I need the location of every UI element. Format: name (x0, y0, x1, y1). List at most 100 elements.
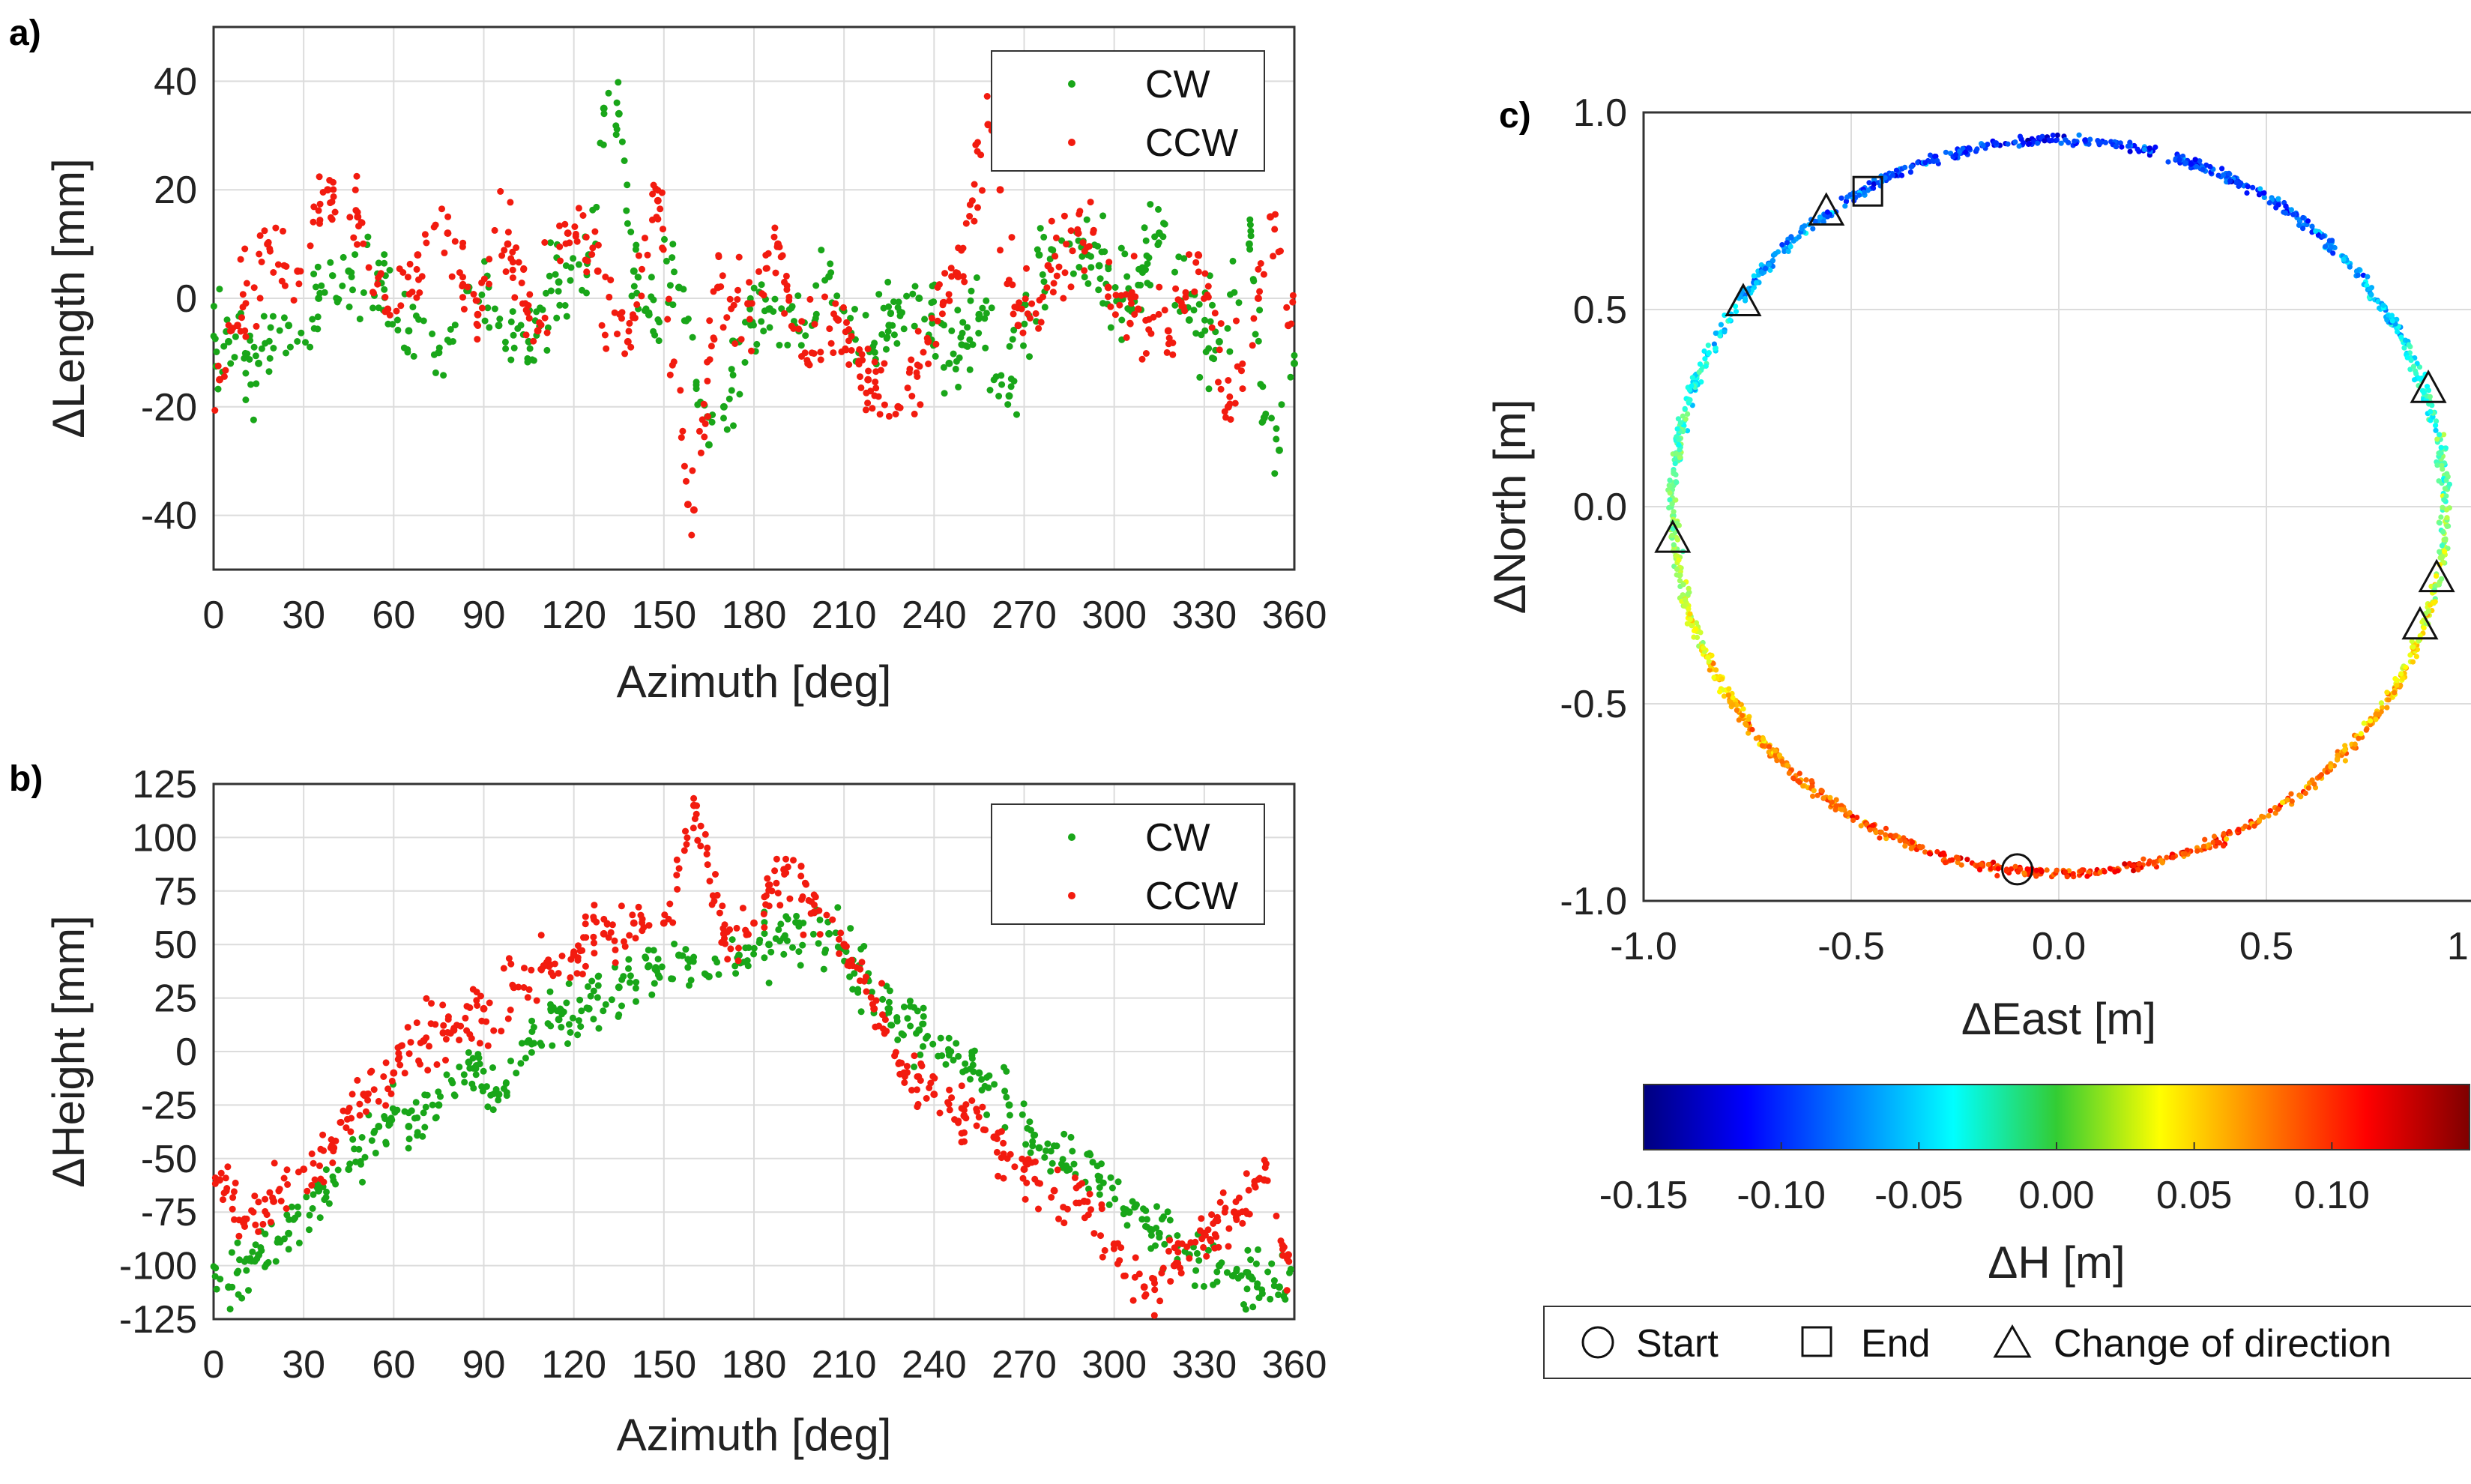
panel-a-ccw-point (817, 356, 824, 364)
panel-b-ccw-point (1222, 1204, 1229, 1212)
panel-b-ccw-point (320, 1147, 328, 1154)
panel-c-point (2005, 141, 2011, 147)
panel-a-ccw-point (1076, 208, 1084, 215)
end-marker (1852, 175, 1883, 207)
panel-b-cw-point (361, 1153, 369, 1161)
panel-c-yticks: 1.00.50.0-0.5-1.0 (1560, 91, 1627, 923)
panel-b-ccw-point (259, 1220, 267, 1228)
panel-a-xtick-label: 0 (203, 594, 225, 637)
panel-a-ccw-point (474, 310, 482, 319)
panel-a-ccw-point (774, 240, 782, 248)
panel-c-point (1934, 157, 1940, 164)
panel-c-point (1882, 175, 1888, 181)
panel-c-point (2282, 210, 2289, 216)
panel-b-ccw-point (1198, 1215, 1205, 1222)
panel-b-cw-point (487, 1091, 495, 1099)
panel-a-ccw-point (924, 337, 932, 346)
panel-a-cw-point (1192, 330, 1200, 337)
panel-a-cw-point (1201, 316, 1208, 324)
panel-a-cw-point (847, 315, 854, 322)
panel-b-cw-point (262, 1263, 268, 1270)
panel-b-cw-point (1098, 1160, 1105, 1168)
panel-a-ccw-point (1067, 283, 1075, 291)
panel-a-cw-point (283, 349, 289, 357)
panel-c-point (2260, 814, 2266, 820)
panel-a-ccw-point (316, 217, 324, 224)
panel-c-point (1871, 181, 1877, 187)
panel-b-ccw-point (354, 1076, 361, 1084)
panel-a-cw-point (225, 337, 232, 346)
panel-a-ccw-point (1107, 303, 1114, 310)
panel-b-cw-point (923, 1034, 929, 1042)
panel-a-ccw-point (1010, 310, 1017, 318)
panel-c-point (1701, 348, 1707, 355)
panel-c-point (1887, 833, 1893, 839)
panel-c-point (2360, 272, 2366, 278)
panel-a-ytick-label: 40 (154, 60, 197, 103)
panel-b-cw-point (1085, 1185, 1092, 1192)
panel-a-ccw-point (1255, 265, 1262, 273)
panel-a-ccw-point (1234, 363, 1241, 370)
panel-b-ccw-point (1208, 1211, 1216, 1219)
panel-b-ccw-point (771, 867, 779, 875)
panel-c-ytick-label: 1.0 (1573, 91, 1627, 135)
panel-a-cw-point (1161, 220, 1168, 228)
panel-b-cw-point (978, 1076, 986, 1083)
panel-b-cw-point (793, 912, 800, 920)
panel-c-point (1811, 788, 1817, 794)
panel-b-ccw-point (450, 1026, 458, 1034)
panel-c-point (2412, 377, 2418, 383)
panel-a-ccw-point (583, 268, 591, 276)
panel-a-ccw-point (881, 360, 888, 367)
panel-a-cw-point (435, 349, 443, 357)
panel-a-cw-point (1105, 265, 1112, 273)
panel-c-point (1952, 151, 1959, 158)
panel-b-ccw-point (898, 1059, 905, 1067)
panel-b-ccw-point (229, 1194, 237, 1201)
panel-a-ccw-point (817, 349, 824, 356)
panel-c-point (2113, 143, 2119, 149)
panel-c-point (1722, 313, 1728, 319)
panel-c-point (1674, 434, 1680, 440)
panel-a-cw-point (386, 267, 393, 274)
panel-c-point (1883, 832, 1889, 838)
panel-a-cw-point (875, 291, 883, 298)
panel-a-ccw-point (1081, 267, 1088, 274)
panel-c-ytick-label: -1.0 (1560, 880, 1627, 923)
panel-b-cw-point (565, 1021, 573, 1028)
panel-a-cw-point (1111, 284, 1119, 291)
panel-a-ccw-point (845, 337, 852, 345)
panel-b-cw-point (435, 1101, 443, 1109)
panel-b-ccw-point (706, 878, 713, 885)
panel-a-cw-point (955, 383, 962, 390)
panel-c-point (2398, 334, 2404, 340)
panel-b-ccw-point (1117, 1244, 1125, 1252)
panel-c-point (2279, 800, 2286, 806)
panel-a-ccw-point (876, 411, 884, 418)
panel-b-cw-point (1044, 1140, 1052, 1147)
panel-c-ylabel: ΔNorth [m] (1485, 399, 1535, 615)
panel-b-ccw-point (484, 1042, 492, 1049)
panel-b-cw-point (576, 996, 584, 1004)
panel-c-point (1677, 578, 1683, 584)
panel-a-cw-point (280, 314, 288, 322)
panel-a-cw-point (348, 274, 355, 280)
panel-a-cw-point (941, 390, 948, 397)
panel-c-point (2226, 170, 2232, 176)
panel-b-cw-point (1111, 1195, 1119, 1203)
panel-a-ccw-point (783, 286, 791, 293)
legend-end-icon (1801, 1326, 1832, 1357)
panel-b-cw-point (280, 1235, 288, 1243)
panel-b-cw-point (569, 1014, 576, 1022)
panel-a-cw-point (510, 344, 518, 352)
panel-b-ccw-point (507, 960, 515, 968)
panel-b-cw-point (414, 1129, 421, 1136)
panel-b-ccw-point (958, 1082, 965, 1090)
panel-b-ccw-point (600, 915, 608, 923)
panel-b-cw-point (549, 1042, 556, 1049)
panel-c-point (1710, 660, 1716, 666)
panel-a-ccw-point (869, 405, 876, 412)
panel-a-ccw-point (352, 186, 359, 193)
panel-a-ccw-point (1233, 317, 1240, 325)
panel-c-point (2012, 139, 2018, 145)
